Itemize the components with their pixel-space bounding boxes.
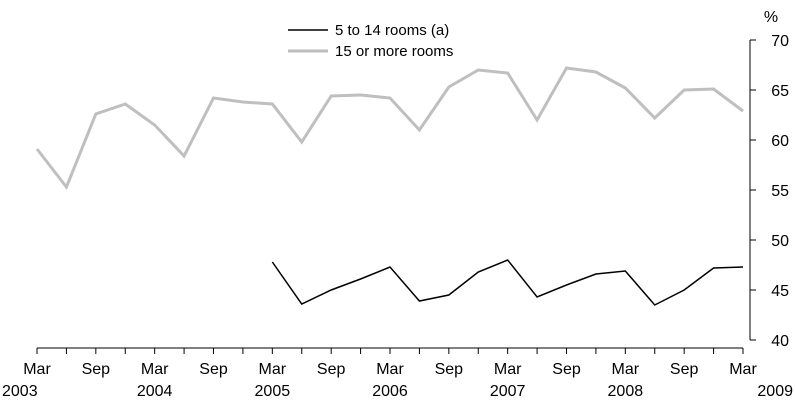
series-line-2: [35, 66, 744, 190]
series-line-1: [271, 259, 744, 306]
x-tick-label-month: Sep: [317, 361, 346, 378]
x-tick-label-year: 2005: [255, 383, 291, 400]
x-tick-label-year: 2008: [608, 383, 644, 400]
x-tick-label-month: Mar: [612, 361, 640, 378]
y-tick-label: 50: [771, 233, 789, 250]
y-tick-label: 60: [771, 133, 789, 150]
x-tick-label-year: 2003: [2, 383, 38, 400]
x-tick-label-month: Sep: [435, 361, 464, 378]
legend: 5 to 14 rooms (a) 15 or more rooms: [288, 22, 453, 60]
x-tick-label-month: Mar: [494, 361, 522, 378]
series-layer: [35, 66, 744, 306]
x-tick-label-year: 2007: [490, 383, 526, 400]
y-tick-label: 70: [771, 33, 789, 50]
x-tick-label-month: Sep: [199, 361, 228, 378]
x-tick-label-month: Sep: [552, 361, 581, 378]
x-tick-label-month: Mar: [259, 361, 287, 378]
y-tick-label: 55: [771, 183, 789, 200]
x-tick-label-month: Mar: [729, 361, 757, 378]
y-tick-label: 65: [771, 83, 789, 100]
y-tick-label: 40: [771, 333, 789, 350]
x-tick-label-month: Mar: [141, 361, 169, 378]
x-tick-label-month: Mar: [376, 361, 404, 378]
x-tick-label-year: 2004: [137, 383, 173, 400]
legend-label-1: 5 to 14 rooms (a): [335, 22, 449, 39]
x-tick-label-year: 2006: [372, 383, 408, 400]
x-tick-label-year: 2009: [757, 383, 793, 400]
y-axis-unit-label: %: [764, 9, 778, 26]
x-tick-label-month: Sep: [82, 361, 111, 378]
x-tick-label-month: Sep: [670, 361, 699, 378]
y-tick-label: 45: [771, 283, 789, 300]
legend-label-2: 15 or more rooms: [335, 43, 453, 60]
x-tick-label-month: Mar: [23, 361, 51, 378]
axes: Mar 2003 Sep Mar 2004 Sep Mar 2005 Sep Mar 2006 Sep…: [2, 9, 793, 400]
